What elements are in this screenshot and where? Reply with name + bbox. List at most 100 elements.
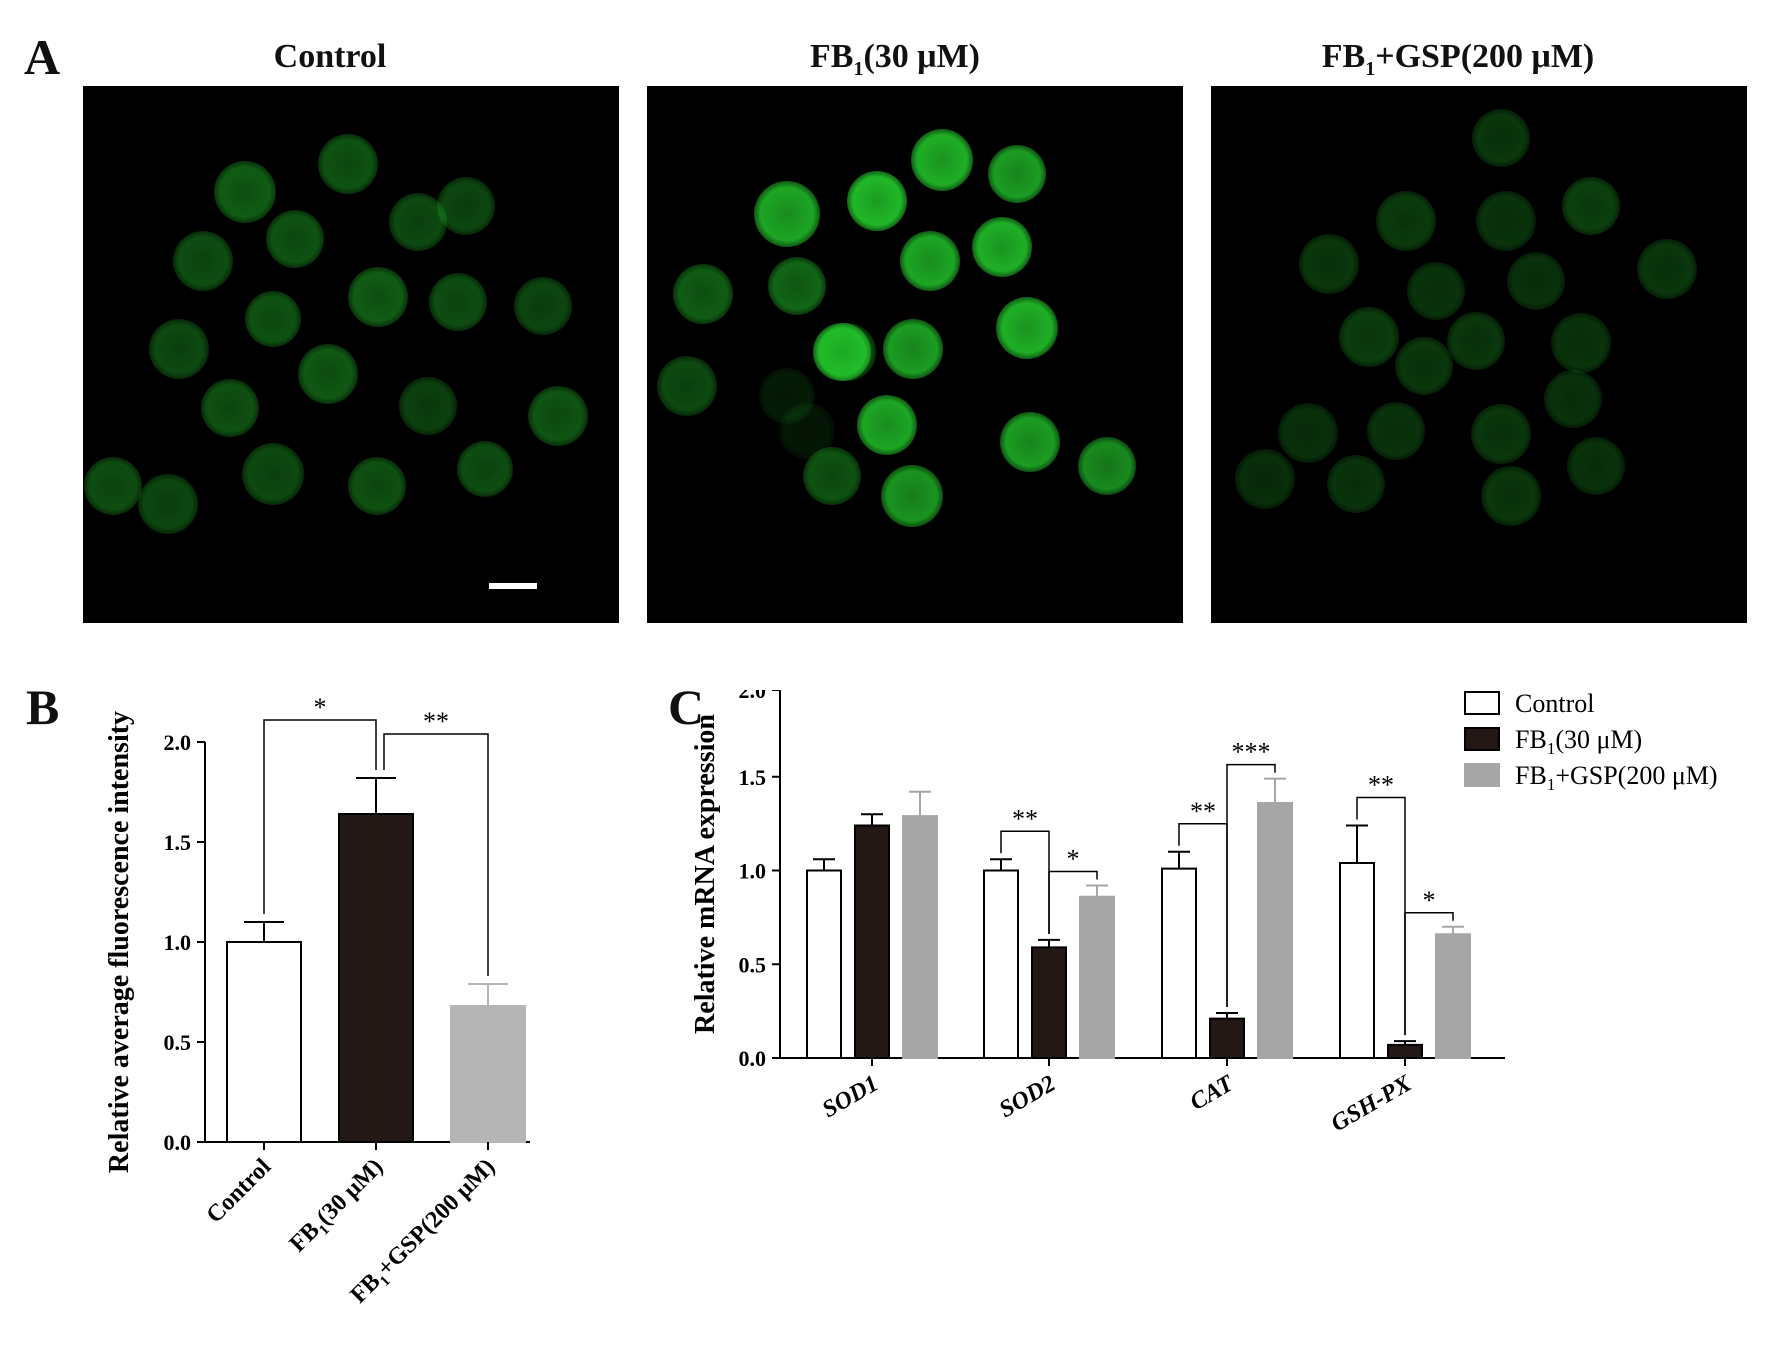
legend-swatch	[1464, 763, 1500, 787]
significance-label: *	[1067, 845, 1080, 874]
oocyte-cell	[673, 264, 733, 324]
bar	[450, 1005, 526, 1143]
y-axis-label: Relative mRNA expression	[690, 714, 721, 1034]
significance-bracket	[1226, 763, 1276, 1007]
oocyte-cell	[857, 395, 917, 455]
oocyte-cell	[1339, 307, 1399, 367]
oocyte-cell	[1000, 412, 1060, 472]
legend-swatch	[1464, 727, 1500, 751]
oocyte-cell	[266, 210, 324, 268]
x-tick-label: SOD1	[818, 1071, 883, 1124]
oocyte-cell	[988, 145, 1046, 203]
significance-label: *	[314, 693, 327, 722]
oocyte-cell	[883, 319, 943, 379]
significance-label: **	[423, 707, 449, 736]
oocyte-cell	[1299, 234, 1359, 294]
bar	[226, 941, 302, 1143]
oocyte-cell	[847, 171, 907, 231]
image-title-control: Control	[273, 38, 387, 75]
significance-label: ***	[1232, 738, 1271, 767]
oocyte-cell	[1476, 191, 1536, 251]
legend-swatch	[1464, 691, 1500, 715]
bar	[1387, 1043, 1423, 1059]
panel-letter-a: A	[24, 29, 61, 85]
bar	[1079, 895, 1115, 1059]
micrograph-fb1-gsp	[1211, 86, 1747, 623]
oocyte-cell	[1471, 404, 1531, 464]
oocyte-cell	[1367, 402, 1425, 460]
bar	[1257, 802, 1293, 1059]
oocyte-cell	[803, 447, 861, 505]
bar	[854, 824, 890, 1059]
significance-bracket	[383, 733, 489, 976]
bar	[1161, 867, 1197, 1059]
x-tick-label: GSH-PX	[1327, 1070, 1417, 1137]
oocyte-cell	[911, 129, 973, 191]
oocyte-cell	[242, 443, 304, 505]
x-tick-label: CAT	[1186, 1070, 1239, 1116]
significance-bracket	[1404, 912, 1454, 1036]
micrograph-fb1	[647, 86, 1183, 623]
chart-b-fluorescence: 0.0 0.5 1.0 1.5 2.0 Relative average fluoresc…	[104, 693, 530, 1309]
oocyte-cell	[214, 161, 276, 223]
oocyte-cell	[1472, 109, 1530, 167]
significance-bracket	[1048, 870, 1098, 934]
y-tick-label: 1.5	[164, 830, 192, 855]
oocyte-cell	[768, 257, 826, 315]
y-tick-label: 0.5	[739, 952, 767, 977]
oocyte-cell	[348, 267, 408, 327]
oocyte-cell	[1376, 191, 1436, 251]
oocyte-cell	[779, 403, 835, 459]
bar	[1209, 1017, 1245, 1059]
panel-letter-b: B	[26, 679, 60, 735]
bar	[806, 869, 842, 1059]
oocyte-cell	[1278, 403, 1338, 463]
oocyte-cell	[972, 217, 1032, 277]
y-tick-label: 1.0	[739, 859, 767, 884]
oocyte-cell	[1637, 239, 1697, 299]
oocyte-cell	[1551, 313, 1611, 373]
oocyte-cell	[1078, 437, 1136, 495]
legend-label: FB1+GSP(200 μM)	[1515, 761, 1718, 794]
oocyte-cell	[996, 297, 1058, 359]
oocyte-cell	[881, 465, 943, 527]
oocyte-cell	[900, 231, 960, 291]
significance-bracket	[263, 719, 377, 914]
bar	[1339, 862, 1375, 1059]
y-axis-label: Relative average fluorescence intensity	[104, 711, 135, 1173]
oocyte-cell	[437, 177, 495, 235]
oocyte-cell	[429, 273, 487, 331]
oocyte-cell	[813, 323, 871, 381]
oocyte-cell	[348, 457, 406, 515]
scale-bar	[489, 583, 537, 589]
oocyte-cell	[1567, 437, 1625, 495]
x-tick-label: FB1(30 μM)	[285, 1154, 391, 1260]
y-tick-label: 2.0	[164, 730, 192, 755]
oocyte-cell	[84, 457, 142, 515]
x-tick-label: Control	[202, 1154, 277, 1229]
oocyte-cell	[754, 181, 820, 247]
legend-label: Control	[1515, 690, 1594, 718]
chart-c-mrna: 0.0 0.5 1.0 1.5 2.0 Relative mRNA expression S…	[690, 690, 1718, 1137]
panel-letter-c: C	[668, 679, 705, 735]
oocyte-cell	[528, 386, 588, 446]
significance-label: **	[1190, 797, 1216, 826]
y-tick-label: 0.5	[164, 1030, 192, 1055]
image-title-fb1: FB1(30 μM)	[810, 38, 980, 80]
oocyte-cell	[298, 344, 358, 404]
oocyte-cell	[1447, 312, 1505, 370]
oocyte-cell	[201, 379, 259, 437]
oocyte-cell	[1562, 177, 1620, 235]
y-tick-label: 2.0	[739, 690, 767, 703]
oocyte-cell	[1407, 262, 1465, 320]
y-tick-label: 1.0	[164, 930, 192, 955]
oocyte-cell	[1395, 337, 1453, 395]
y-tick-label: 0.0	[739, 1046, 767, 1071]
bar	[902, 815, 938, 1059]
y-tick-label: 0.0	[164, 1130, 192, 1155]
oocyte-cell	[457, 441, 513, 497]
significance-label: **	[1012, 804, 1038, 833]
bar	[983, 869, 1019, 1059]
significance-label: **	[1368, 771, 1394, 800]
oocyte-cell	[1481, 466, 1541, 526]
